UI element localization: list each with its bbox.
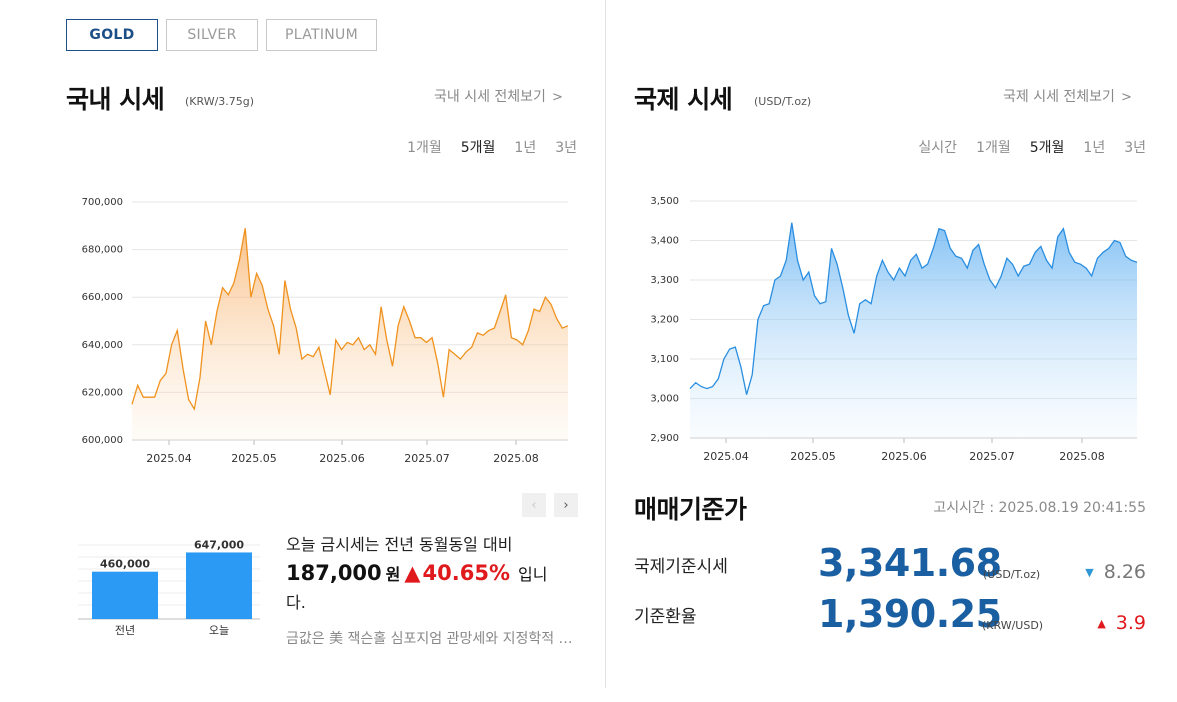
compare-end: 다. <box>286 593 306 612</box>
exchange-rate-change: ▲ 3.9 <box>1097 612 1146 634</box>
domestic-title: 국내 시세 <box>66 85 165 114</box>
domestic-period-tabs: 1개월 5개월 1년 3년 <box>388 137 577 157</box>
x-tick-label: 2025.07 <box>969 450 1015 463</box>
y-tick-label: 640,000 <box>82 340 123 351</box>
y-tick-label: 3,000 <box>650 394 679 405</box>
tab-gold[interactable]: GOLD <box>66 19 158 51</box>
international-title: 국제 시세 <box>634 85 733 114</box>
metal-tabs: GOLD SILVER PLATINUM <box>66 19 377 51</box>
bar-value-label: 647,000 <box>194 538 244 551</box>
compare-amount-line: 187,000 원 ▲40.65% 입니 <box>286 558 576 590</box>
y-tick-label: 700,000 <box>82 197 123 208</box>
domestic-period-1m[interactable]: 1개월 <box>407 140 442 156</box>
y-tick-label: 3,500 <box>650 196 679 207</box>
column-divider <box>605 0 606 688</box>
x-tick-label: 2025.05 <box>790 450 836 463</box>
intl-base-label: 국제기준시세 <box>634 557 728 577</box>
intl-base-change: ▼ 8.26 <box>1085 561 1146 583</box>
prev-button[interactable]: ‹ <box>522 493 546 517</box>
intl-base-change-value: 8.26 <box>1103 561 1146 583</box>
y-tick-label: 600,000 <box>82 435 123 446</box>
international-unit: (USD/T.oz) <box>754 95 812 108</box>
bar <box>92 571 158 619</box>
bar-category-label: 오늘 <box>209 624 229 637</box>
series-line <box>689 222 1138 395</box>
bar-value-label: 460,000 <box>100 558 150 571</box>
international-period-1m[interactable]: 1개월 <box>976 140 1011 156</box>
bar-category-label: 전년 <box>115 624 135 637</box>
domestic-view-all-link[interactable]: 국내 시세 전체보기 > <box>434 86 563 106</box>
y-tick-label: 3,200 <box>650 315 679 326</box>
domestic-period-5m[interactable]: 5개월 <box>460 140 496 156</box>
international-view-all-label: 국제 시세 전체보기 <box>1003 89 1115 105</box>
chevron-left-icon: ‹ <box>531 497 537 513</box>
chevron-right-icon: > <box>1120 90 1132 105</box>
y-tick-label: 680,000 <box>82 245 123 256</box>
compare-won: 원 <box>385 565 401 584</box>
x-tick-label: 2025.07 <box>404 452 450 465</box>
compare-amount: 187,000 <box>286 561 382 585</box>
y-tick-label: 620,000 <box>82 387 123 398</box>
x-tick-label: 2025.04 <box>703 450 749 463</box>
year-compare-bar-chart: 460,000 전년 647,000 오늘 <box>78 538 260 637</box>
international-period-tabs: 실시간 1개월 5개월 1년 3년 <box>899 137 1146 157</box>
international-period-3y[interactable]: 3년 <box>1124 140 1146 156</box>
x-tick-label: 2025.08 <box>493 452 539 465</box>
international-view-all-link[interactable]: 국제 시세 전체보기 > <box>1003 86 1132 106</box>
compare-tail: 입니 <box>518 565 548 584</box>
x-tick-label: 2025.05 <box>231 452 277 465</box>
intl-base-value: 3,341.68 <box>818 541 1002 585</box>
international-period-realtime[interactable]: 실시간 <box>918 140 958 156</box>
x-tick-label: 2025.08 <box>1059 450 1105 463</box>
up-triangle-icon: ▲ <box>1097 616 1106 630</box>
down-triangle-icon: ▼ <box>1085 565 1094 579</box>
domestic-view-all-label: 국내 시세 전체보기 <box>434 89 546 105</box>
exchange-rate-change-value: 3.9 <box>1115 612 1146 634</box>
y-tick-label: 660,000 <box>82 292 123 303</box>
tab-platinum[interactable]: PLATINUM <box>266 19 377 51</box>
x-tick-label: 2025.06 <box>319 452 365 465</box>
intl-base-unit: (USD/T.oz) <box>983 568 1041 581</box>
x-tick-label: 2025.04 <box>146 452 192 465</box>
compare-intro: 오늘 금시세는 전년 동월동일 대비 <box>286 535 513 554</box>
notice-time: 고시시간 : 2025.08.19 20:41:55 <box>933 500 1146 516</box>
chevron-right-icon: > <box>551 90 563 105</box>
international-period-5m[interactable]: 5개월 <box>1029 140 1065 156</box>
international-period-1y[interactable]: 1년 <box>1083 140 1106 156</box>
bar <box>186 552 252 619</box>
exchange-rate-label: 기준환율 <box>634 607 697 627</box>
y-tick-label: 3,100 <box>650 354 679 365</box>
domestic-period-3y[interactable]: 3년 <box>555 140 577 156</box>
domestic-price-chart: 700,000 680,000 660,000 640,000 620,000 600,0… <box>82 197 569 465</box>
compare-percent: 40.65% <box>422 561 511 585</box>
exchange-rate-unit: (KRW/USD) <box>982 619 1044 632</box>
news-headline-link[interactable]: 금값은 美 잭슨홀 심포지엄 관망세와 지정학적 리스크 속 보합세 <box>286 631 576 647</box>
y-tick-label: 2,900 <box>650 433 679 444</box>
y-tick-label: 3,400 <box>650 236 679 247</box>
next-button[interactable]: › <box>554 493 578 517</box>
exchange-rate-value: 1,390.25 <box>818 592 1002 636</box>
compare-summary: 오늘 금시세는 전년 동월동일 대비 187,000 원 ▲40.65% 입니 다. <box>286 532 576 616</box>
x-tick-label: 2025.06 <box>881 450 927 463</box>
compare-up-arrow-icon: ▲ <box>404 561 421 585</box>
domestic-unit: (KRW/3.75g) <box>185 95 255 108</box>
chevron-right-icon: › <box>563 497 569 513</box>
series-line <box>131 228 569 411</box>
y-tick-label: 3,300 <box>650 275 679 286</box>
area-fill <box>132 228 568 440</box>
base-price-title: 매매기준가 <box>634 495 747 524</box>
tab-silver[interactable]: SILVER <box>166 19 258 51</box>
international-price-chart: 3,500 3,400 3,300 3,200 3,100 3,000 2,900 2025.… <box>650 196 1138 463</box>
domestic-period-1y[interactable]: 1년 <box>514 140 537 156</box>
